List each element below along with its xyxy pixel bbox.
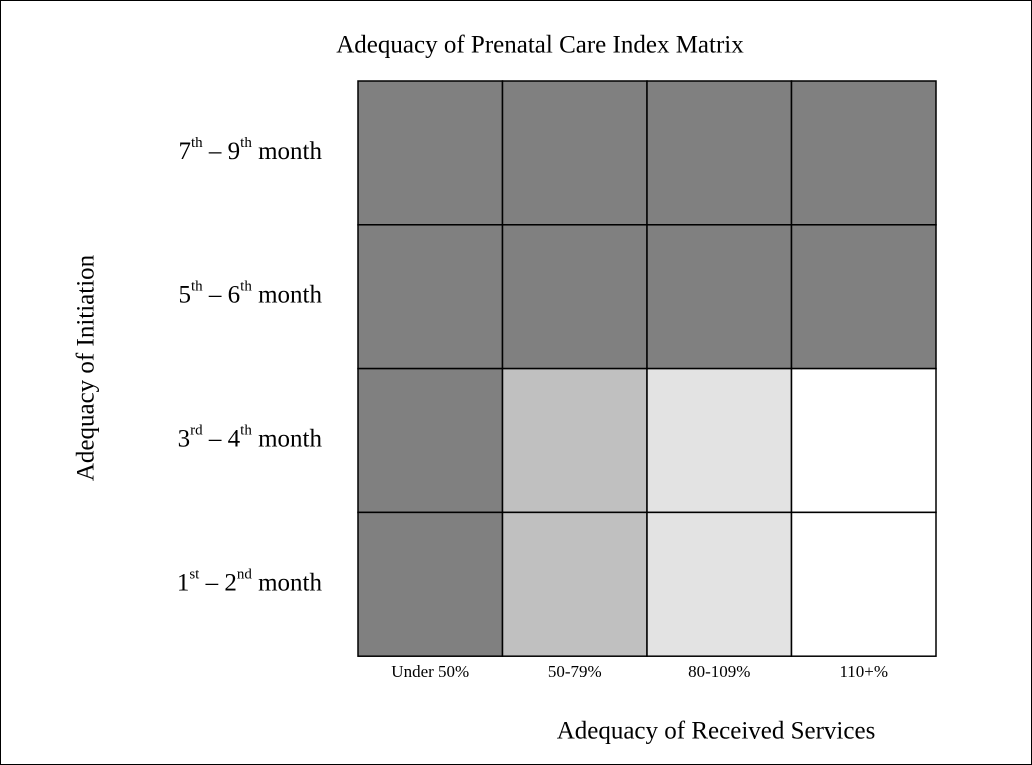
row-label-superscript: rd <box>190 423 203 439</box>
row-label: 5th – 6th month <box>179 279 323 308</box>
matrix-cell <box>357 511 504 657</box>
row-label-superscript: th <box>191 279 203 295</box>
row-label-text: 2 <box>224 569 237 596</box>
matrix-cell <box>646 224 793 370</box>
row-label-text: month <box>252 138 323 165</box>
y-axis-title: Adequacy of Initiation <box>73 254 100 481</box>
row-label-text: 5 <box>179 281 192 308</box>
row-label-superscript: nd <box>237 567 253 583</box>
matrix-cell <box>357 80 504 226</box>
row-label-text: 3 <box>178 425 191 452</box>
matrix-cell <box>501 224 648 370</box>
row-label-text: 9 <box>228 138 241 165</box>
row-label-superscript: th <box>240 279 252 295</box>
column-label: Under 50% <box>391 662 469 681</box>
matrix-cell <box>790 511 937 657</box>
row-label-text: 4 <box>228 425 241 452</box>
row-label: 1st – 2nd month <box>177 567 323 596</box>
row-label-text: month <box>252 425 323 452</box>
row-label-text: – <box>203 281 228 308</box>
row-label: 3rd – 4th month <box>178 423 323 452</box>
matrix-cell <box>357 224 504 370</box>
matrix-cell <box>790 80 937 226</box>
row-label-text: 6 <box>228 281 241 308</box>
row-label: 7th – 9th month <box>179 135 323 164</box>
row-label-superscript: th <box>240 135 252 151</box>
matrix-cell <box>790 367 937 514</box>
row-label-text: month <box>252 569 323 596</box>
row-label-text: 1 <box>177 569 190 596</box>
title: Adequacy of Prenatal Care Index Matrix <box>336 32 744 59</box>
row-label-superscript: th <box>240 423 252 439</box>
column-label: 50-79% <box>548 662 602 681</box>
row-label-superscript: th <box>191 135 203 151</box>
matrix-cell <box>501 80 648 226</box>
matrix-cell <box>357 367 504 514</box>
row-label-superscript: st <box>189 567 200 583</box>
row-label-text: month <box>252 281 323 308</box>
column-label: 110+% <box>839 662 888 681</box>
column-label: 80-109% <box>688 662 750 681</box>
row-label-text: – <box>203 425 228 452</box>
matrix-cell <box>646 80 793 226</box>
x-axis-title: Adequacy of Received Services <box>557 718 876 745</box>
matrix-cell <box>646 367 793 514</box>
matrix-cell <box>790 224 937 370</box>
row-label-text: – <box>203 138 228 165</box>
matrix-cell <box>501 511 648 657</box>
matrix-cell <box>501 367 648 514</box>
row-label-text: 7 <box>179 138 192 165</box>
row-label-text: – <box>199 569 224 596</box>
matrix-cell <box>646 511 793 657</box>
